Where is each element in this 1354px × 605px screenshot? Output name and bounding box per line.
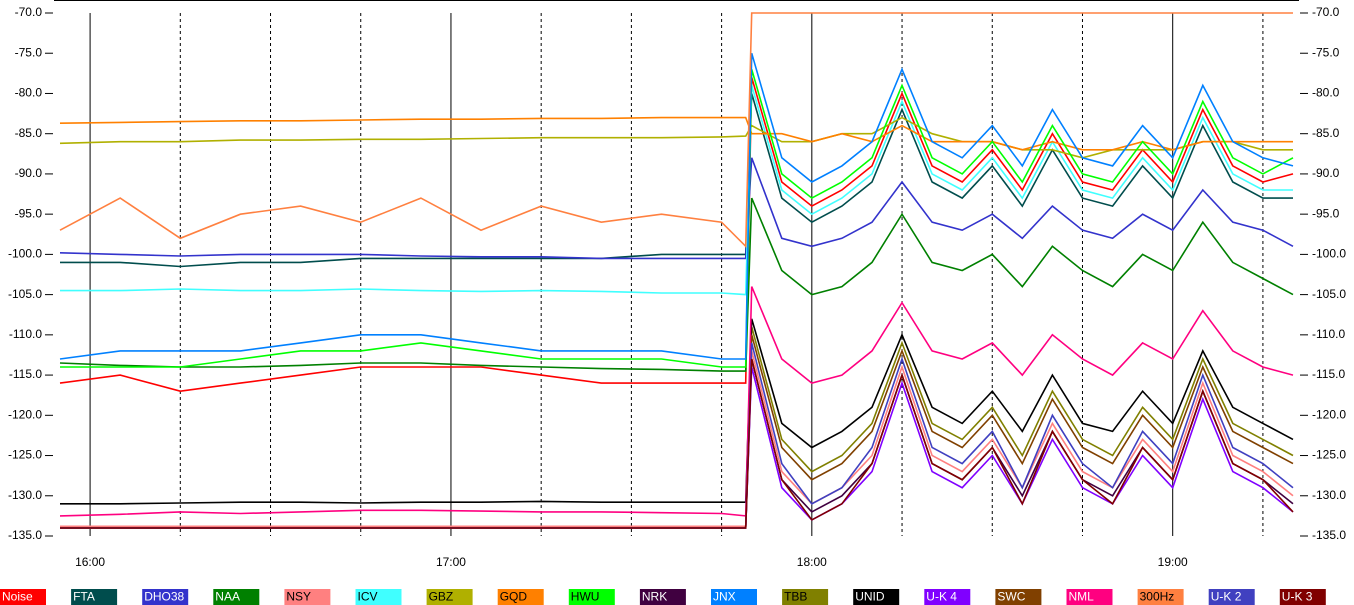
legend-swatch [213,589,260,605]
legend-label: NML [1069,590,1095,604]
legend-label: JNX [713,590,736,604]
legend-label: U-K 3 [1282,590,1313,604]
series-line [59,116,1293,151]
legend-label: GBZ [429,590,454,604]
legend-swatch [71,589,118,605]
y-tick-label: -95.0 [15,206,43,220]
legend-label: DHO38 [144,590,184,604]
legend-label: NRK [642,590,667,604]
y-tick-label-right: -85.0 [1312,126,1340,140]
legend-swatch [355,589,402,605]
legend-label: TBB [784,590,807,604]
legend-swatch [426,589,473,605]
legend-swatch [1208,589,1255,605]
y-tick-label-right: -90.0 [1312,166,1340,180]
legend-label: NAA [215,590,240,604]
x-tick-label: 16:00 [75,555,105,569]
legend-swatch [639,589,686,605]
y-tick-label: -135.0 [8,528,42,542]
legend-swatch [995,589,1042,605]
y-tick-label-right: -95.0 [1312,206,1340,220]
legend-label: U-K 4 [926,590,957,604]
series-line [59,286,1294,517]
legend-swatch [711,589,757,605]
legend-swatch [1137,589,1184,605]
series-line [60,69,1294,368]
legend-swatch [1066,589,1113,605]
series-line [60,85,1293,296]
y-tick-label-right: -120.0 [1312,407,1346,421]
x-tick-label: 18:00 [797,555,827,569]
y-tick-label: -130.0 [8,488,42,502]
legend-label: GQD [500,590,528,604]
legend-label: 300Hz [1140,590,1175,604]
legend-label: U-K 2 [1211,590,1242,604]
legend-swatch [284,589,331,605]
y-tick-label-right: -75.0 [1312,45,1340,59]
series-line [59,157,1294,260]
legend-swatch [0,589,46,605]
series-line [59,197,1294,372]
y-tick-label-right: -70.0 [1312,5,1340,19]
series-line [60,318,1294,505]
legend-label: NSY [286,590,311,604]
series-line [60,93,1293,268]
legend-swatch [924,589,971,605]
y-tick-label: -105.0 [8,287,42,301]
series-group [59,12,1294,529]
legend-swatch [497,589,544,605]
y-tick-label: -80.0 [15,86,43,100]
series-line [59,77,1294,393]
legend-swatch [1279,589,1326,605]
series-line [59,12,1293,249]
y-tick-label: -100.0 [8,247,42,261]
legend-label: HWU [571,590,600,604]
y-tick-label: -120.0 [8,407,42,421]
y-tick-label-right: -100.0 [1312,247,1346,261]
y-tick-label-right: -125.0 [1312,448,1346,462]
legend-label: UNID [855,590,885,604]
legend-label: SWC [997,590,1025,604]
series-line [59,52,1294,360]
y-tick-label: -90.0 [15,166,43,180]
y-tick-label: -125.0 [8,448,42,462]
x-tick-label: 19:00 [1158,555,1188,569]
y-tick-label-right: -135.0 [1312,528,1346,542]
y-tick-label: -110.0 [9,327,42,341]
y-tick-label-right: -115.0 [1312,367,1345,381]
legend-swatch [853,589,900,605]
legend-label: Noise [2,590,33,604]
y-tick-label: -70.0 [15,5,43,19]
legend-swatch [568,589,615,605]
y-tick-label: -75.0 [15,45,43,59]
series-line [60,358,1294,529]
y-tick-label: -115.0 [9,367,42,381]
legend-swatch [782,589,829,605]
legend-swatch [142,589,189,605]
y-tick-label-right: -80.0 [1312,86,1340,100]
legend-label: FTA [73,590,95,604]
legend-label: ICV [358,590,378,604]
y-tick-label-right: -105.0 [1312,287,1346,301]
y-tick-label: -85.0 [15,126,43,140]
x-tick-label: 17:00 [436,555,466,569]
y-tick-label-right: -110.0 [1312,327,1345,341]
y-tick-label-right: -130.0 [1312,488,1346,502]
